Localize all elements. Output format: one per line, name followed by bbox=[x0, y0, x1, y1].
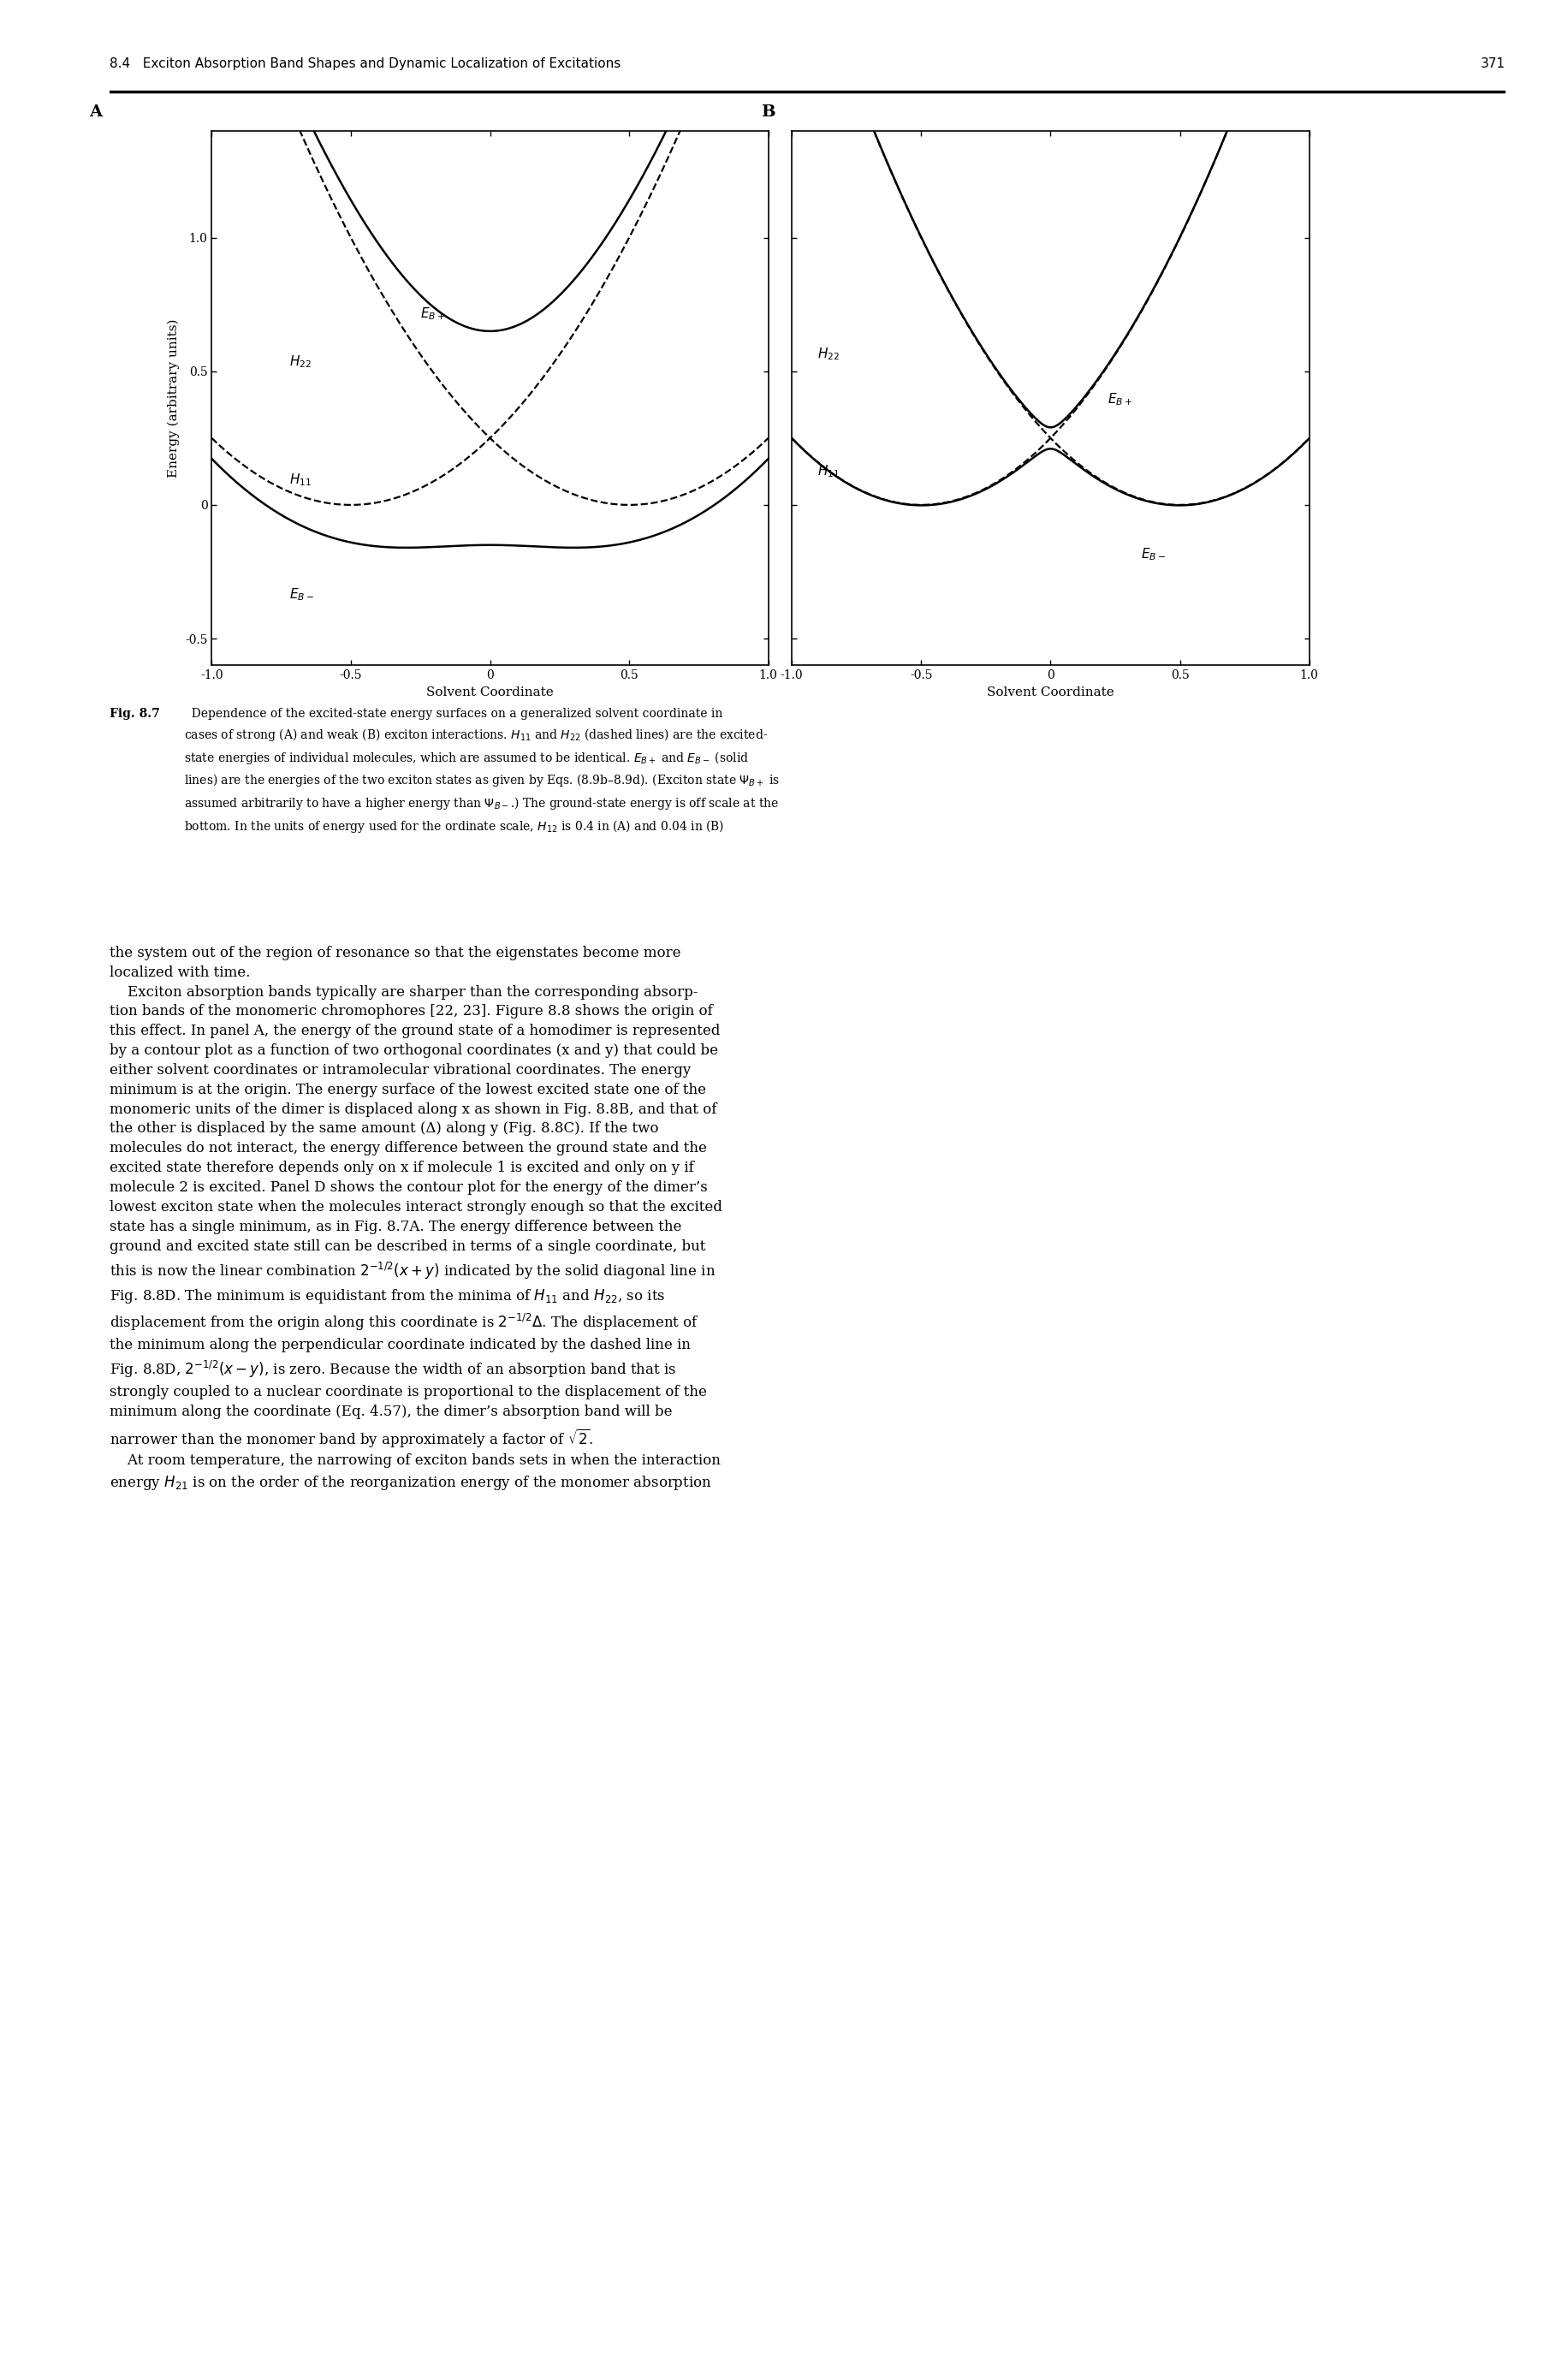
Text: $E_{B+}$: $E_{B+}$ bbox=[420, 307, 445, 321]
Text: 8.4   Exciton Absorption Band Shapes and Dynamic Localization of Excitations: 8.4 Exciton Absorption Band Shapes and D… bbox=[110, 57, 621, 71]
Text: $E_{B-}$: $E_{B-}$ bbox=[1142, 546, 1165, 563]
Y-axis label: Energy (arbitrary units): Energy (arbitrary units) bbox=[168, 318, 180, 478]
Text: $E_{B+}$: $E_{B+}$ bbox=[1107, 392, 1132, 406]
Text: $E_{B-}$: $E_{B-}$ bbox=[290, 587, 314, 604]
Text: $H_{22}$: $H_{22}$ bbox=[290, 354, 312, 371]
Text: the system out of the region of resonance so that the eigenstates become more
lo: the system out of the region of resonanc… bbox=[110, 946, 723, 1492]
Text: 371: 371 bbox=[1480, 57, 1505, 71]
Text: $H_{11}$: $H_{11}$ bbox=[290, 470, 312, 487]
X-axis label: Solvent Coordinate: Solvent Coordinate bbox=[986, 687, 1115, 699]
X-axis label: Solvent Coordinate: Solvent Coordinate bbox=[426, 687, 554, 699]
Text: $H_{11}$: $H_{11}$ bbox=[818, 463, 840, 480]
Text: A: A bbox=[89, 105, 102, 121]
Text: $H_{22}$: $H_{22}$ bbox=[818, 347, 840, 361]
Text: Dependence of the excited-state energy surfaces on a generalized solvent coordin: Dependence of the excited-state energy s… bbox=[183, 708, 779, 834]
Text: B: B bbox=[760, 105, 775, 121]
Text: Fig. 8.7: Fig. 8.7 bbox=[110, 708, 160, 720]
